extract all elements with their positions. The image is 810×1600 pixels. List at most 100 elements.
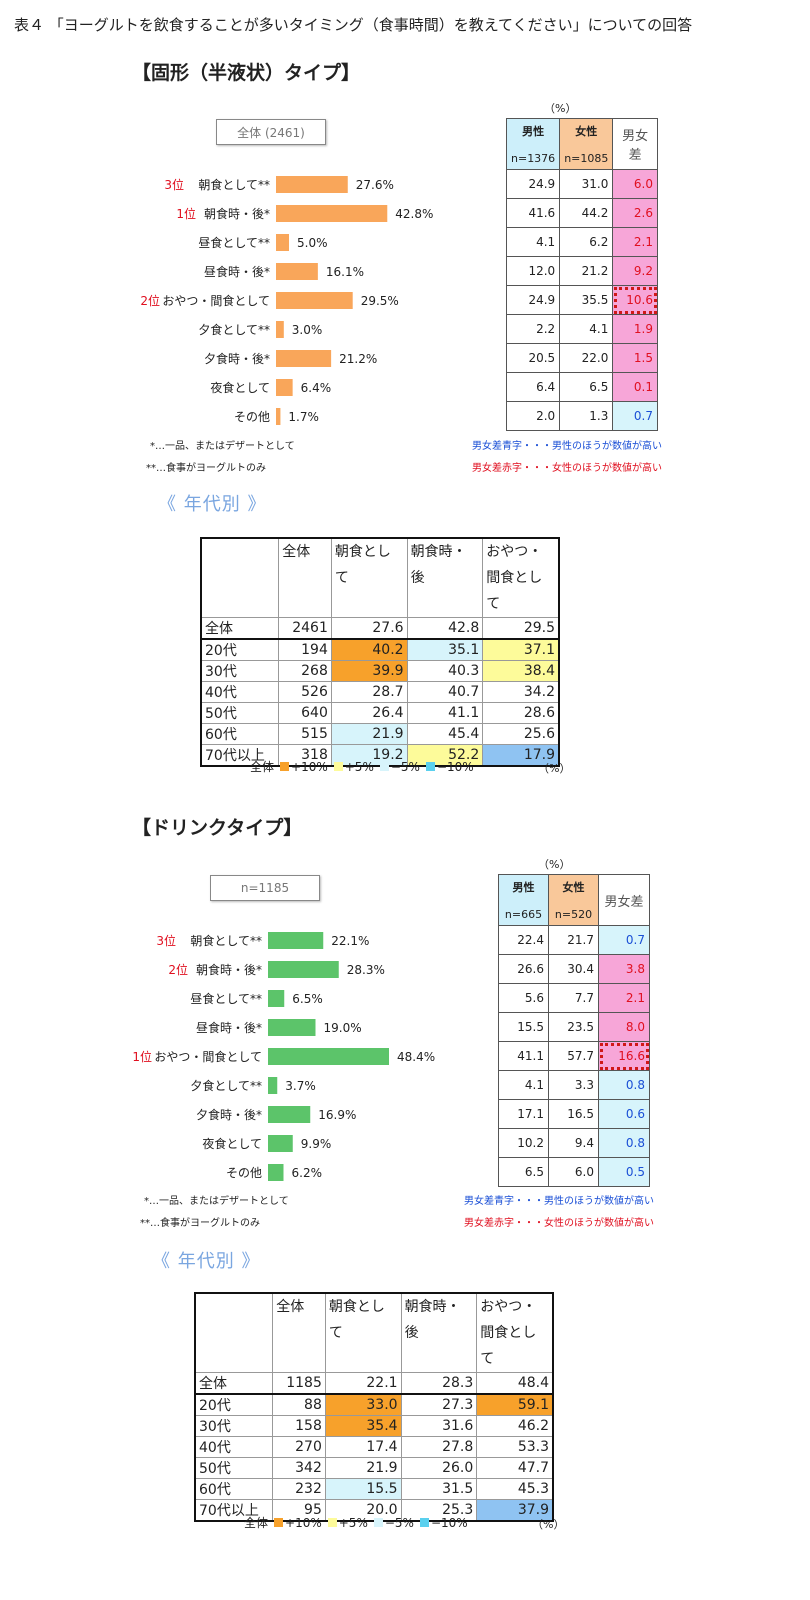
- age-n: 640: [278, 702, 332, 724]
- age-value: 28.6: [482, 702, 560, 724]
- age-n: 194: [278, 638, 332, 661]
- age-value: 27.8: [400, 1436, 478, 1458]
- bar: [276, 321, 284, 338]
- diff-value: 6.0: [612, 169, 658, 199]
- female-value: 57.7: [548, 1041, 599, 1071]
- age-row: 20代 194 40.2 35.1 37.1: [200, 638, 560, 661]
- age-n: 158: [272, 1415, 326, 1437]
- female-value: 21.2: [559, 256, 614, 286]
- female-value: 31.0: [559, 169, 614, 199]
- legend-swatch-minus5: [379, 762, 389, 771]
- age-value: 22.1: [324, 1372, 402, 1395]
- female-header: 女性 n=1085: [559, 118, 614, 170]
- male-value: 15.5: [498, 1012, 549, 1042]
- male-value: 24.9: [505, 285, 561, 315]
- age-header-blank: [200, 537, 280, 618]
- age-value: 45.3: [476, 1478, 554, 1500]
- bar: [276, 263, 318, 280]
- gender-table-drink: 男性 n=665 女性 n=520 男女差 22.4 21.7 0.7 26.6 30.4 3…: [498, 874, 650, 1187]
- legend-plus5: +5%: [338, 1515, 368, 1530]
- age-n: 515: [278, 723, 332, 745]
- gender-row: 2.0 1.3 0.7: [505, 401, 658, 431]
- age-table-drink: 全体 朝食とし て 朝食時・ 後 おやつ・ 間食とし て 全体 1185 22.1 2…: [194, 1292, 554, 1522]
- age-value: 48.4: [476, 1372, 554, 1395]
- category-label: 朝食として**: [198, 177, 270, 192]
- age-row: 全体 2461 27.6 42.8 29.5: [200, 617, 560, 640]
- bar: [268, 932, 324, 949]
- pct-unit-label: （%）: [544, 102, 577, 115]
- category-label: 昼食時・後*: [196, 1020, 262, 1035]
- age-n: 1185: [272, 1372, 326, 1395]
- age-value: 53.3: [476, 1436, 554, 1458]
- bar: [268, 990, 285, 1007]
- diff-note-blue: 男女差青字・・・男性のほうが数値が高い: [472, 441, 662, 452]
- bar: [268, 961, 339, 978]
- legend-minus5: −5%: [384, 1515, 414, 1530]
- male-value: 6.5: [498, 1157, 549, 1187]
- legend-swatch-minus10: [425, 762, 435, 771]
- legend-plus10: +10%: [291, 759, 328, 774]
- age-label: 50代: [194, 1457, 274, 1479]
- age-value: 59.1: [476, 1393, 554, 1416]
- diff-note-red: 男女差赤字・・・女性のほうが数値が高い: [464, 1218, 654, 1229]
- age-label: 40代: [200, 681, 280, 703]
- age-n: 526: [278, 681, 332, 703]
- age-value: 34.2: [482, 681, 560, 703]
- age-row: 40代 270 17.4 27.8 53.3: [194, 1436, 554, 1458]
- page-title: 表４ 「ヨーグルトを飲食することが多いタイミング（食事時間）を教えてください」に…: [14, 16, 693, 34]
- value-label: 6.2%: [292, 1166, 323, 1180]
- age-header-snack: おやつ・ 間食とし て: [476, 1292, 554, 1373]
- age-value: 46.2: [476, 1415, 554, 1437]
- age-row: 全体 1185 22.1 28.3 48.4: [194, 1372, 554, 1395]
- gender-row: 12.0 21.2 9.2: [505, 256, 658, 286]
- bar: [268, 1048, 389, 1065]
- gender-row: 22.4 21.7 0.7: [498, 925, 650, 955]
- male-value: 4.1: [498, 1070, 549, 1100]
- age-header-snack: おやつ・ 間食とし て: [482, 537, 560, 618]
- gender-row: 26.6 30.4 3.8: [498, 954, 650, 984]
- category-label: 夕食として**: [198, 322, 270, 337]
- age-n: 2461: [278, 617, 332, 640]
- male-value: 22.4: [498, 925, 549, 955]
- male-value: 2.2: [505, 314, 561, 344]
- gender-table-solid: 男性 n=1376 女性 n=1085 男女差 24.9 31.0 6.0 41.6 44.…: [505, 118, 658, 431]
- male-value: 2.0: [505, 401, 561, 431]
- age-value: 15.5: [324, 1478, 402, 1500]
- age-header-breakfast: 朝食とし て: [324, 1292, 402, 1373]
- female-value: 4.1: [559, 314, 614, 344]
- value-label: 42.8%: [395, 207, 433, 221]
- value-label: 5.0%: [297, 236, 328, 250]
- male-value: 41.6: [505, 198, 561, 228]
- age-row: 70代以上 95 20.0 25.3 37.9: [194, 1499, 554, 1522]
- gender-row: 20.5 22.0 1.5: [505, 343, 658, 373]
- category-label: 夕食時・後*: [196, 1107, 262, 1122]
- female-value: 9.4: [548, 1128, 599, 1158]
- bar: [268, 1106, 311, 1123]
- legend-swatch-plus10: [274, 1518, 284, 1527]
- male-value: 12.0: [505, 256, 561, 286]
- age-value: 52.2: [406, 744, 484, 767]
- pct-unit-label: （%）: [538, 858, 571, 871]
- male-value: 20.5: [505, 343, 561, 373]
- age-value: 37.1: [482, 638, 560, 661]
- female-value: 1.3: [559, 401, 614, 431]
- age-label: 60代: [194, 1478, 274, 1500]
- gender-row: 10.2 9.4 0.8: [498, 1128, 650, 1158]
- age-n: 270: [272, 1436, 326, 1458]
- category-label: 昼食として**: [198, 235, 270, 250]
- age-value: 35.1: [406, 638, 484, 661]
- diff-value: 0.6: [598, 1099, 650, 1129]
- male-value: 17.1: [498, 1099, 549, 1129]
- female-value: 6.2: [559, 227, 614, 257]
- male-value: 26.6: [498, 954, 549, 984]
- diff-value: 2.1: [612, 227, 658, 257]
- category-label: その他: [234, 410, 270, 424]
- diff-value: 0.7: [598, 925, 650, 955]
- legend-swatch-plus5: [327, 1518, 337, 1527]
- value-label: 19.0%: [324, 1021, 362, 1035]
- bar: [276, 176, 348, 193]
- age-header-breakfast: 朝食とし て: [330, 537, 408, 618]
- age-value: 45.4: [406, 723, 484, 745]
- age-value: 33.0: [324, 1393, 402, 1416]
- value-label: 27.6%: [356, 178, 394, 192]
